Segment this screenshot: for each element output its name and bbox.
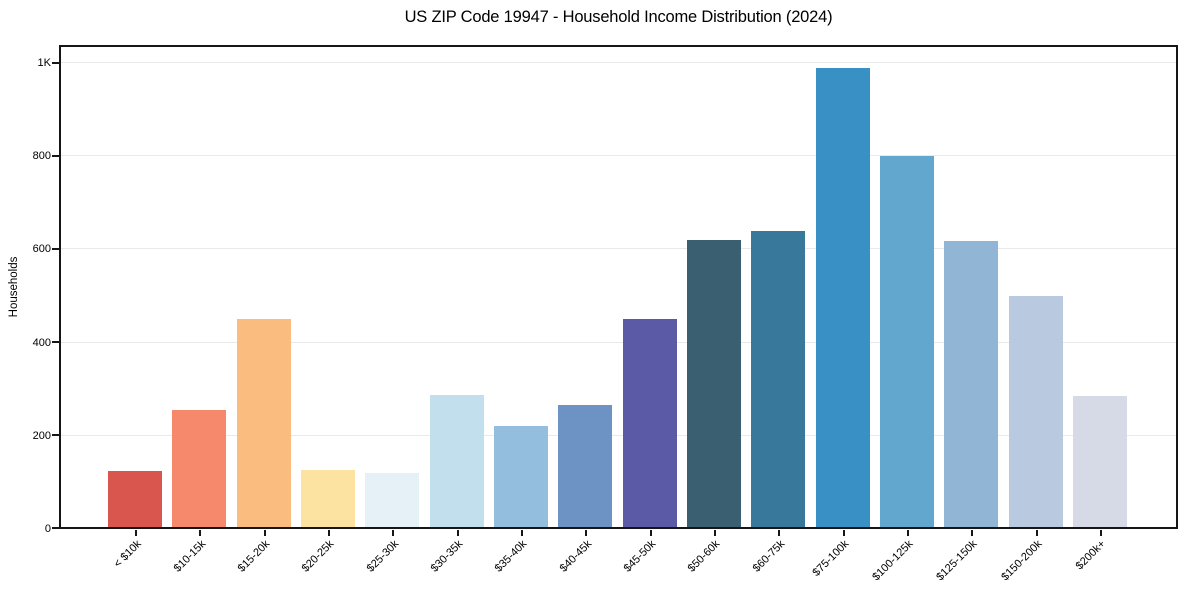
bar-slot: $10-15k (167, 47, 231, 575)
x-tick-label: $45-50k (621, 538, 659, 575)
bar-5 (365, 473, 420, 527)
bar-slot: $20-25k (296, 47, 360, 575)
bar-slot: $45-50k (618, 47, 682, 575)
bar-slot: $125-150k (934, 47, 1003, 583)
x-tick-mark (456, 530, 459, 536)
x-tick-mark (1035, 530, 1038, 536)
y-gridline (61, 248, 1176, 250)
y-tick-mark (52, 154, 59, 157)
bar-slot: $200k+ (1068, 47, 1132, 572)
bar-slot: $40-45k (553, 47, 617, 575)
bar-8 (558, 404, 613, 527)
y-tick-mark (52, 527, 59, 529)
chart-title: US ZIP Code 19947 - Household Income Dis… (404, 8, 833, 26)
y-gridline (61, 434, 1176, 436)
y-tick-mark (52, 247, 59, 250)
bar-13 (879, 156, 934, 527)
bar-12 (815, 67, 870, 527)
y-tick-label: 600 (32, 243, 51, 256)
x-tick-label: $20-25k (299, 538, 337, 575)
y-gridline (61, 155, 1176, 157)
bar-15 (1008, 296, 1063, 527)
x-tick-mark (906, 530, 909, 536)
x-tick-mark (1099, 530, 1102, 536)
x-tick-mark (521, 530, 524, 536)
x-tick-mark (842, 530, 845, 536)
y-tick-mark (52, 61, 59, 64)
x-tick-mark (649, 530, 652, 536)
bar-slot: $150-200k (999, 47, 1067, 583)
bar-slot: $35-40k (489, 47, 553, 575)
x-tick-label: $10-15k (171, 538, 208, 575)
x-tick-label: < $10k (111, 538, 144, 571)
bar-slot: < $10k (103, 47, 167, 570)
x-tick-mark (971, 530, 974, 536)
bar-1 (108, 470, 163, 527)
x-tick-mark (135, 530, 138, 536)
bar-slot: $100-125k (870, 47, 939, 583)
x-tick-label: $200k+ (1074, 538, 1109, 573)
y-gridline (61, 341, 1176, 343)
x-tick-mark (328, 530, 331, 536)
x-tick-label: $30-35k (428, 538, 466, 575)
bar-slot: $30-35k (425, 47, 489, 575)
y-tick-label: 1K (37, 57, 51, 69)
bars-container: < $10k $10-15k $15-20k $20-25k $25-30k $30-35… (103, 47, 1132, 583)
x-tick-mark (199, 530, 202, 536)
bar-slot: $50-60k (682, 47, 746, 575)
x-tick-label: $40-45k (557, 538, 594, 575)
y-tick-label: 800 (32, 150, 51, 163)
x-tick-label: $125-150k (934, 538, 980, 584)
x-tick-label: $35-40k (492, 538, 530, 575)
bar-slot: $60-75k (746, 47, 810, 575)
x-tick-label: $75-100k (810, 538, 852, 579)
bar-6 (429, 395, 484, 527)
bar-7 (494, 426, 549, 527)
bar-9 (622, 319, 677, 527)
bar-2 (172, 410, 227, 527)
bar-4 (301, 469, 356, 527)
y-tick-label: 400 (32, 336, 51, 349)
y-gridline (61, 62, 1176, 63)
plot-area: < $10k $10-15k $15-20k $20-25k $25-30k $30-35… (33, 45, 1178, 583)
y-tick-mark (52, 341, 59, 344)
bar-3 (236, 319, 291, 527)
x-tick-label: $100-125k (870, 538, 916, 584)
x-tick-mark (713, 530, 716, 536)
bar-10 (686, 240, 741, 527)
y-tick-label: 200 (32, 429, 51, 442)
x-tick-label: $50-60k (685, 538, 723, 575)
bar-14 (944, 241, 999, 527)
y-tick-mark (52, 434, 59, 437)
x-tick-label: $25-30k (364, 538, 401, 575)
y-axis-label: Households (8, 256, 20, 318)
x-tick-label: $150-200k (998, 538, 1045, 584)
x-tick-label: $15-20k (235, 538, 273, 575)
bar-16 (1072, 396, 1127, 527)
bar-slot: $75-100k (810, 47, 874, 579)
x-tick-label: $60-75k (750, 538, 787, 575)
y-tick-label: 0 (44, 523, 51, 535)
x-tick-mark (585, 530, 588, 536)
x-tick-mark (263, 530, 266, 536)
x-tick-mark (778, 530, 781, 536)
bar-slot: $15-20k (232, 47, 296, 575)
bar-slot: $25-30k (360, 47, 424, 575)
x-tick-mark (392, 530, 395, 536)
bar-11 (751, 230, 806, 527)
